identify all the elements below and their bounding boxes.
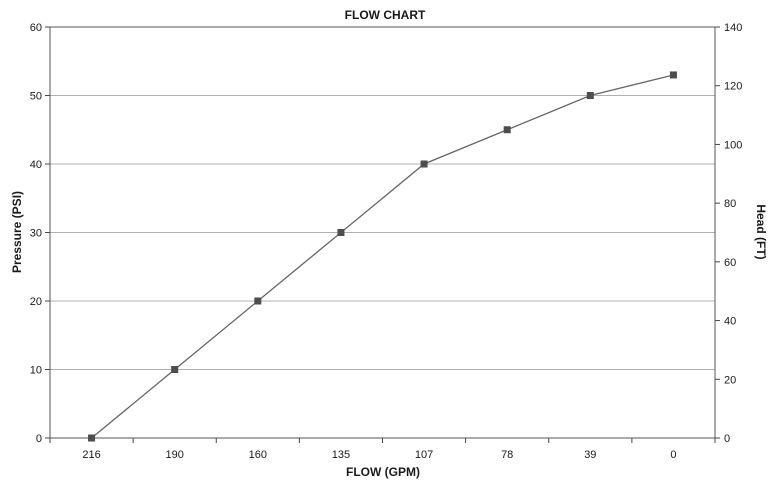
data-point-marker bbox=[669, 71, 677, 79]
y2-tick-label: 40 bbox=[724, 316, 736, 328]
data-point-marker bbox=[254, 297, 262, 305]
y-tick-label: 40 bbox=[30, 159, 42, 171]
x-axis-title: FLOW (GPM) bbox=[346, 465, 420, 479]
chart-title: FLOW CHART bbox=[345, 8, 426, 22]
x-axis-ticks: 216 190 160 135 107 78 39 0 bbox=[49, 438, 716, 461]
y-axis-title-right: Head (FT) bbox=[754, 204, 768, 259]
x-tick-label: 160 bbox=[249, 449, 267, 461]
y2-tick-label: 0 bbox=[724, 433, 730, 445]
plot-area-frame bbox=[49, 26, 716, 439]
data-point-marker bbox=[503, 126, 511, 134]
y2-tick-label: 100 bbox=[724, 139, 742, 151]
y-axis-title-left: Pressure (PSI) bbox=[10, 191, 24, 273]
series-line bbox=[91, 74, 674, 439]
gridlines bbox=[50, 95, 715, 370]
data-point-marker bbox=[337, 229, 345, 236]
y-tick-label: 0 bbox=[36, 433, 42, 445]
x-tick-label: 107 bbox=[415, 449, 433, 461]
right-axis-ticks: 0 20 40 60 80 100 120 140 bbox=[715, 22, 742, 445]
y-tick-label: 30 bbox=[30, 228, 42, 240]
x-tick-label: 0 bbox=[670, 449, 676, 461]
x-tick-label: 39 bbox=[584, 449, 596, 461]
x-tick-label: 135 bbox=[332, 449, 350, 461]
x-tick-label: 190 bbox=[166, 449, 184, 461]
data-point-marker bbox=[171, 366, 179, 373]
y-tick-label: 20 bbox=[30, 296, 42, 308]
data-point-marker bbox=[586, 92, 594, 99]
y-tick-label: 50 bbox=[30, 91, 42, 103]
left-axis-ticks: 0 10 20 30 40 50 60 bbox=[30, 22, 50, 445]
y-tick-label: 10 bbox=[30, 365, 42, 377]
y2-tick-label: 80 bbox=[724, 198, 736, 210]
y2-tick-label: 60 bbox=[724, 257, 736, 269]
data-point-marker bbox=[88, 434, 96, 442]
y2-tick-label: 120 bbox=[724, 81, 742, 93]
x-tick-label: 78 bbox=[501, 449, 513, 461]
series-markers bbox=[88, 71, 677, 442]
y2-tick-label: 140 bbox=[724, 22, 742, 34]
data-point-marker bbox=[420, 160, 428, 168]
x-tick-label: 216 bbox=[82, 449, 100, 461]
y-tick-label: 60 bbox=[30, 22, 42, 34]
y2-tick-label: 20 bbox=[724, 374, 736, 386]
